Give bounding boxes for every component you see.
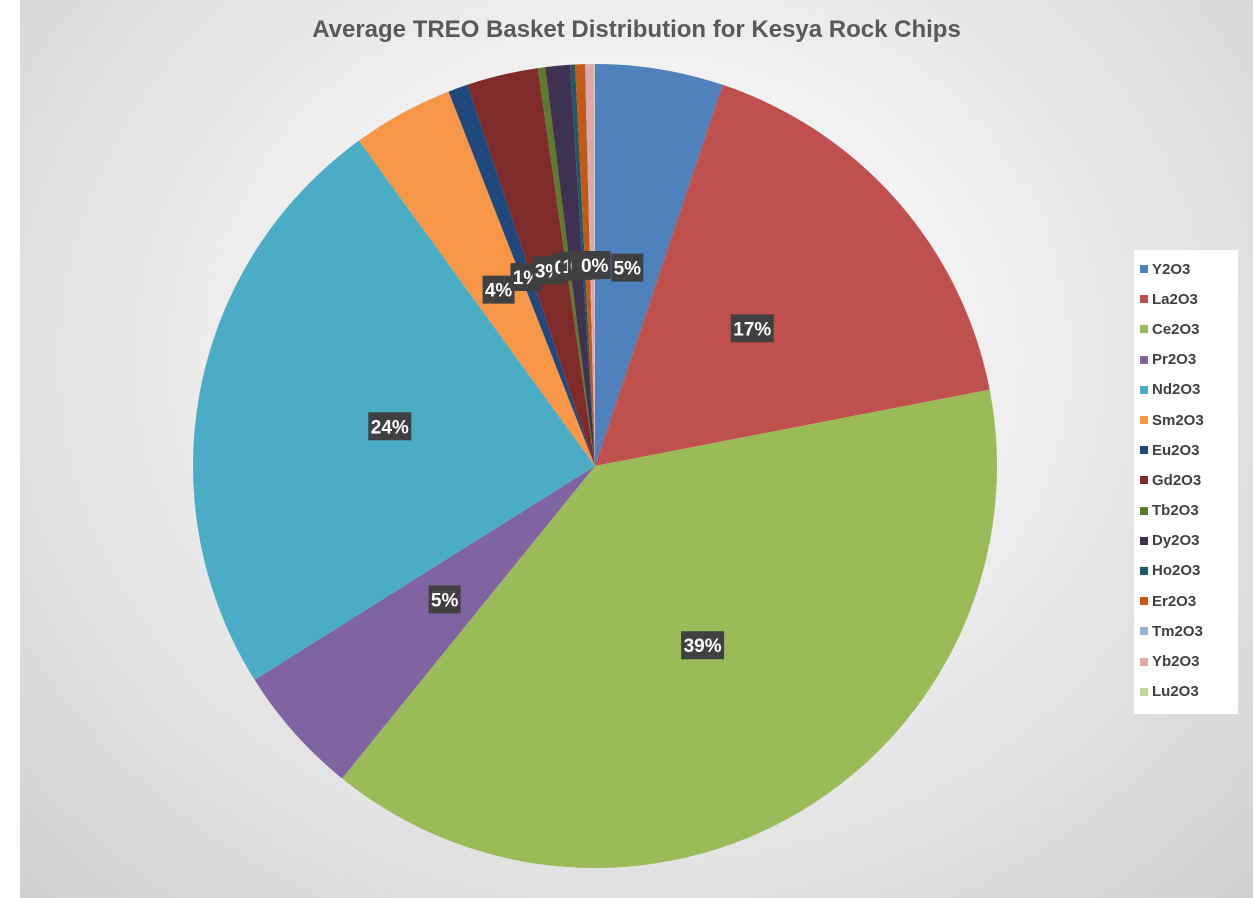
pie-slice-pr2o3 <box>254 466 595 779</box>
legend-item-lu2o3: Lu2O3 <box>1140 677 1238 707</box>
legend-item-er2o3: Er2O3 <box>1140 586 1238 616</box>
legend-label: La2O3 <box>1152 290 1198 308</box>
pie-slice-sm2o3 <box>358 91 595 467</box>
data-label-y2o3: 5% <box>611 253 644 282</box>
legend-item-ho2o3: Ho2O3 <box>1140 556 1238 586</box>
legend-swatch <box>1140 506 1148 515</box>
legend-item-ce2o3: Ce2O3 <box>1140 314 1238 344</box>
legend-label: Lu2O3 <box>1152 683 1199 701</box>
data-label-ce2o3: 39% <box>681 631 725 660</box>
legend-swatch <box>1140 446 1148 455</box>
data-label-text: 5% <box>614 259 642 280</box>
legend-swatch <box>1140 536 1148 545</box>
legend-item-gd2o3: Gd2O3 <box>1140 465 1238 495</box>
legend-item-la2o3: La2O3 <box>1140 284 1238 314</box>
legend-swatch <box>1140 295 1148 304</box>
legend-item-eu2o3: Eu2O3 <box>1140 435 1238 465</box>
legend-item-yb2o3: Yb2O3 <box>1140 646 1238 676</box>
pie-slice-y2o3 <box>595 64 723 466</box>
legend: Y2O3 La2O3 Ce2O3 Pr2O3 Nd2O3 Sm2O3 Eu2O3 Gd2O3 T… <box>1134 250 1238 714</box>
legend-swatch <box>1140 476 1148 485</box>
legend-item-nd2o3: Nd2O3 <box>1140 375 1238 405</box>
data-label-text: 4% <box>485 281 513 302</box>
legend-swatch <box>1140 416 1148 425</box>
legend-swatch <box>1140 325 1148 334</box>
data-label-text: 39% <box>684 636 722 657</box>
data-label-text: 5% <box>431 590 459 611</box>
legend-label: Tb2O3 <box>1152 502 1199 520</box>
data-label-pr2o3: 5% <box>428 585 461 614</box>
pie-slice-ce2o3 <box>342 389 997 868</box>
legend-label: Yb2O3 <box>1152 653 1200 671</box>
legend-item-dy2o3: Dy2O3 <box>1140 526 1238 556</box>
legend-swatch <box>1140 657 1148 666</box>
legend-label: Ho2O3 <box>1152 562 1201 580</box>
legend-label: Er2O3 <box>1152 592 1197 610</box>
legend-swatch <box>1140 566 1148 575</box>
pie-chart: 5%17%39%5%24%4%1%3%0%1%0%0%0%0%0% <box>192 64 997 868</box>
legend-item-tm2o3: Tm2O3 <box>1140 616 1238 646</box>
data-label-text: 0% <box>581 256 609 277</box>
pie-slice-la2o3 <box>595 84 990 466</box>
legend-label: Ce2O3 <box>1152 320 1200 338</box>
data-label-la2o3: 17% <box>730 314 774 343</box>
chart-area: Average TREO Basket Distribution for Kes… <box>20 0 1253 898</box>
pie-slice-lu2o3 <box>593 64 595 466</box>
legend-label: Y2O3 <box>1152 260 1191 278</box>
legend-label: Nd2O3 <box>1152 381 1201 399</box>
legend-swatch <box>1140 597 1148 606</box>
data-label-lu2o3: 0% <box>578 251 611 280</box>
legend-swatch <box>1140 355 1148 364</box>
data-label-nd2o3: 24% <box>368 412 412 441</box>
legend-label: Tm2O3 <box>1152 622 1203 640</box>
legend-label: Gd2O3 <box>1152 471 1202 489</box>
data-label-text: 17% <box>733 319 771 340</box>
data-label-sm2o3: 4% <box>482 275 515 304</box>
legend-item-sm2o3: Sm2O3 <box>1140 405 1238 435</box>
legend-label: Eu2O3 <box>1152 441 1200 459</box>
legend-item-tb2o3: Tb2O3 <box>1140 496 1238 526</box>
legend-label: Sm2O3 <box>1152 411 1204 429</box>
legend-swatch <box>1140 385 1148 394</box>
legend-item-pr2o3: Pr2O3 <box>1140 345 1238 375</box>
legend-swatch <box>1140 627 1148 636</box>
legend-item-y2o3: Y2O3 <box>1140 254 1238 284</box>
legend-swatch <box>1140 265 1148 274</box>
chart-title: Average TREO Basket Distribution for Kes… <box>312 16 961 43</box>
legend-label: Dy2O3 <box>1152 532 1200 550</box>
legend-swatch <box>1140 687 1148 696</box>
legend-label: Pr2O3 <box>1152 351 1197 369</box>
data-label-text: 24% <box>371 417 409 438</box>
pie-slice-nd2o3 <box>192 140 595 680</box>
